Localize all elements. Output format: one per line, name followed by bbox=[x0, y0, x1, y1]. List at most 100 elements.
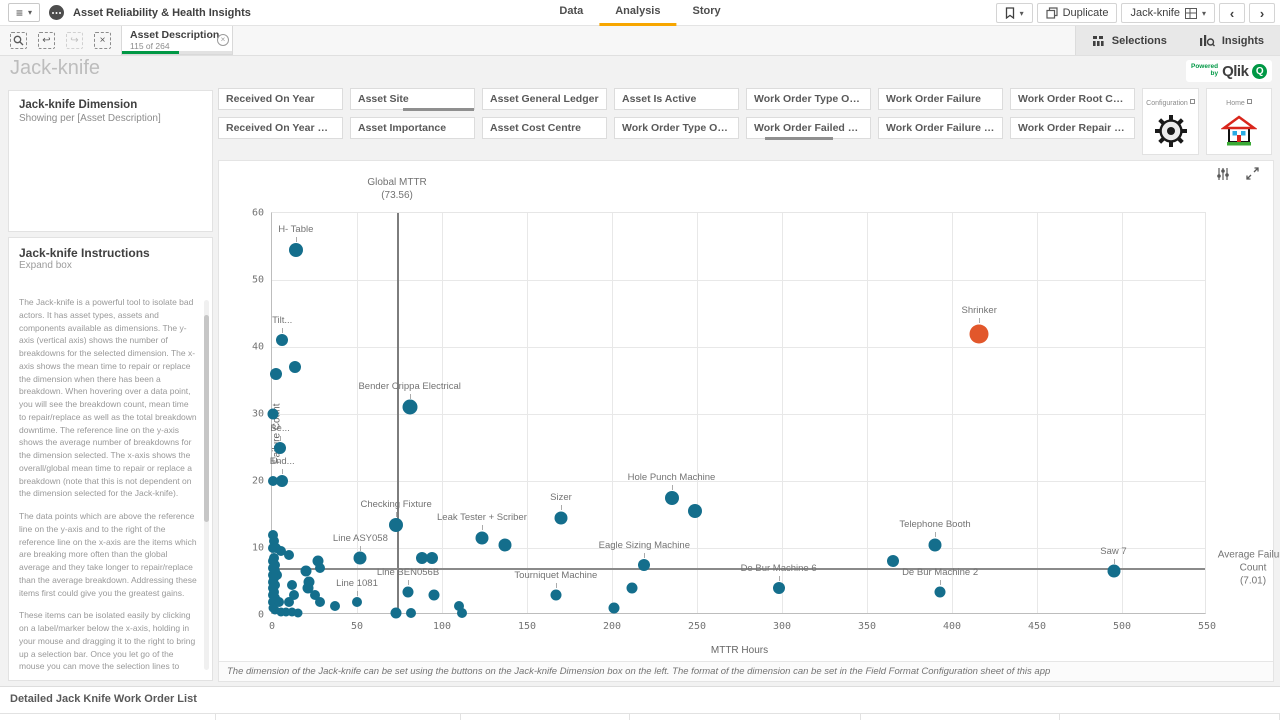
data-point[interactable] bbox=[454, 601, 464, 612]
data-point[interactable] bbox=[390, 607, 402, 619]
data-point[interactable] bbox=[303, 576, 315, 587]
filter-received-on-year-month[interactable]: Received On Year Month bbox=[218, 117, 343, 139]
data-point[interactable] bbox=[270, 367, 283, 380]
data-point[interactable] bbox=[276, 607, 285, 617]
data-point[interactable] bbox=[312, 555, 324, 567]
insights-button[interactable]: Insights bbox=[1183, 26, 1280, 55]
selection-chip-asset-description[interactable]: Asset Description 115 of 264 × bbox=[121, 26, 233, 55]
data-point[interactable] bbox=[289, 589, 300, 600]
point-label[interactable]: Be... bbox=[270, 422, 290, 434]
point-label[interactable]: Hole Punch Machine bbox=[627, 471, 716, 483]
data-point[interactable] bbox=[406, 607, 417, 618]
data-point[interactable] bbox=[886, 555, 899, 568]
point-label[interactable]: De Bur Machine 6 bbox=[740, 563, 817, 575]
data-point[interactable] bbox=[415, 552, 428, 565]
data-point-be[interactable] bbox=[273, 441, 286, 454]
data-point-hole-punch-machine[interactable] bbox=[664, 490, 679, 505]
data-point[interactable] bbox=[284, 596, 294, 607]
data-point[interactable] bbox=[329, 601, 340, 612]
data-point-eagle-sizing-machine[interactable] bbox=[638, 558, 651, 571]
point-label[interactable]: End... bbox=[269, 456, 295, 467]
data-point[interactable] bbox=[281, 607, 291, 617]
data-point[interactable] bbox=[688, 504, 703, 519]
data-point[interactable] bbox=[314, 563, 325, 574]
data-point[interactable] bbox=[273, 596, 284, 607]
data-point[interactable] bbox=[284, 549, 294, 560]
data-point-telephone-booth[interactable] bbox=[928, 538, 942, 552]
data-point-line-ben056b[interactable] bbox=[402, 586, 414, 598]
filter-received-on-year[interactable]: Received On Year bbox=[218, 88, 343, 110]
data-point[interactable] bbox=[314, 596, 325, 607]
data-point-tourniquet-machine[interactable] bbox=[550, 589, 562, 601]
data-point[interactable] bbox=[270, 605, 280, 615]
data-point-h-table[interactable] bbox=[288, 242, 303, 257]
data-point[interactable] bbox=[302, 582, 314, 594]
point-label[interactable]: H- Table bbox=[278, 223, 314, 235]
data-point[interactable] bbox=[268, 536, 279, 547]
data-point-leak-tester-scriber[interactable] bbox=[475, 531, 489, 545]
scatter-plot[interactable]: Failure Count MTTR Hours 0 50 100 150 200 250… bbox=[252, 177, 1280, 656]
point-label[interactable]: Sizer bbox=[550, 492, 572, 504]
data-point[interactable] bbox=[287, 579, 298, 590]
point-label[interactable]: Telephone Booth bbox=[899, 519, 971, 531]
filter-work-order-failure-type[interactable]: Work Order Failure Type bbox=[878, 117, 1003, 139]
data-point[interactable] bbox=[288, 361, 301, 374]
data-point[interactable] bbox=[267, 529, 278, 540]
filter-work-order-failed-compon[interactable]: Work Order Failed Compon... bbox=[746, 117, 871, 140]
sheet-selector[interactable]: Jack-knife ▾ bbox=[1121, 3, 1215, 23]
duplicate-button[interactable]: Duplicate bbox=[1036, 3, 1118, 23]
filter-work-order-type-of-work[interactable]: Work Order Type Of Work ... bbox=[746, 88, 871, 110]
point-label[interactable]: Leak Tester + Scriber bbox=[437, 512, 527, 524]
point-label[interactable]: De Bur Machine 2 bbox=[902, 567, 979, 579]
data-point[interactable] bbox=[425, 552, 438, 565]
filter-scrollbar[interactable] bbox=[765, 137, 834, 140]
point-label[interactable]: Line BEN056B bbox=[376, 567, 440, 579]
point-label[interactable]: Line ASY058 bbox=[332, 532, 388, 544]
prev-sheet-button[interactable]: ‹ bbox=[1219, 3, 1245, 23]
data-point-sizer[interactable] bbox=[554, 511, 568, 525]
filter-asset-cost-centre[interactable]: Asset Cost Centre bbox=[482, 117, 607, 139]
data-point[interactable] bbox=[626, 582, 638, 594]
filter-work-order-repair-type[interactable]: Work Order Repair Type bbox=[1010, 117, 1135, 139]
configuration-button[interactable]: Configuration bbox=[1142, 88, 1199, 155]
data-point[interactable] bbox=[275, 546, 286, 557]
data-point[interactable] bbox=[309, 589, 320, 600]
data-point[interactable] bbox=[457, 607, 468, 618]
data-point[interactable] bbox=[267, 596, 278, 607]
data-point[interactable] bbox=[498, 538, 512, 552]
instructions-scrollbar[interactable] bbox=[204, 300, 209, 670]
data-point-line-asy058[interactable] bbox=[353, 551, 367, 565]
clear-selections-button[interactable]: × bbox=[94, 32, 111, 49]
data-point-saw-7[interactable] bbox=[1107, 564, 1120, 578]
step-back-button[interactable]: ↩ bbox=[38, 32, 55, 49]
data-point-checking-fixture[interactable] bbox=[389, 517, 404, 532]
data-point-de-bur-machine-2[interactable] bbox=[934, 586, 946, 598]
filter-work-order-type-of-work[interactable]: Work Order Type Of Work bbox=[614, 117, 739, 139]
filter-scrollbar[interactable] bbox=[402, 108, 474, 111]
data-point-de-bur-machine-6[interactable] bbox=[772, 582, 785, 595]
step-forward-button[interactable]: ↪ bbox=[66, 32, 83, 49]
selections-search-button[interactable] bbox=[10, 32, 27, 49]
data-point-bender-crippa-electrical[interactable] bbox=[402, 399, 418, 415]
data-point-tilt[interactable] bbox=[276, 334, 289, 347]
filter-work-order-root-cause[interactable]: Work Order Root Cause bbox=[1010, 88, 1135, 110]
instructions-expand-label[interactable]: Expand box bbox=[19, 260, 72, 271]
data-point-end[interactable] bbox=[276, 475, 289, 487]
point-label[interactable]: Line 1081 bbox=[336, 577, 378, 589]
fullscreen-expand-icon[interactable] bbox=[1246, 167, 1259, 181]
point-label[interactable]: Tourniquet Machine bbox=[514, 570, 598, 582]
data-point[interactable] bbox=[293, 608, 302, 618]
data-point[interactable] bbox=[267, 476, 278, 486]
data-point[interactable] bbox=[287, 607, 297, 617]
data-point-shrinker[interactable] bbox=[969, 324, 989, 344]
point-label[interactable]: Bender Crippa Electrical bbox=[358, 380, 461, 392]
point-label[interactable]: Shrinker bbox=[961, 305, 997, 317]
home-button[interactable]: Home bbox=[1206, 88, 1272, 155]
point-label[interactable]: Checking Fixture bbox=[360, 498, 432, 510]
bookmarks-button[interactable]: ▾ bbox=[995, 3, 1033, 23]
remove-selection-icon[interactable]: × bbox=[217, 34, 229, 46]
data-point-line-1081[interactable] bbox=[352, 596, 362, 607]
data-point[interactable] bbox=[608, 602, 620, 614]
filter-asset-importance[interactable]: Asset Importance bbox=[350, 117, 475, 139]
next-sheet-button[interactable]: › bbox=[1249, 3, 1275, 23]
